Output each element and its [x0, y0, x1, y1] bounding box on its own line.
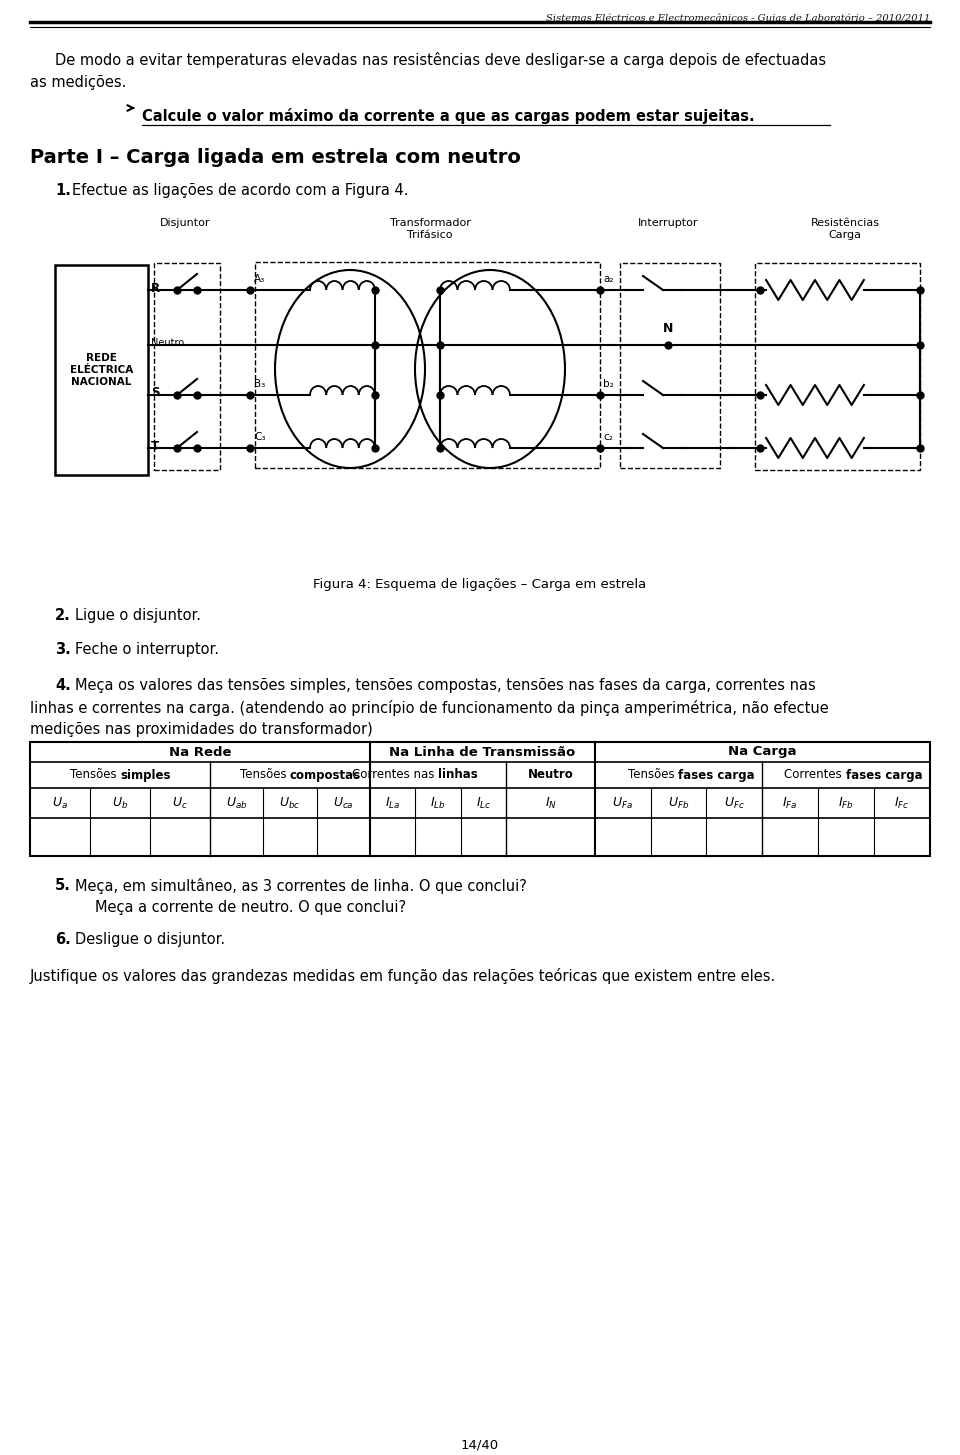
Text: $U_{ab}$: $U_{ab}$	[226, 796, 248, 810]
Text: B₃: B₃	[254, 378, 265, 388]
Text: $I_N$: $I_N$	[544, 796, 557, 810]
Text: simples: simples	[120, 768, 171, 781]
Text: $I_{Fc}$: $I_{Fc}$	[895, 796, 910, 810]
Text: $U_{Fa}$: $U_{Fa}$	[612, 796, 634, 810]
Text: 4.: 4.	[55, 678, 71, 693]
Text: fases carga: fases carga	[679, 768, 756, 781]
Bar	[755, 263, 920, 470]
Text: Correntes: Correntes	[784, 768, 846, 781]
Bar	[154, 263, 220, 470]
Text: 14/40: 14/40	[461, 1438, 499, 1451]
Text: Tensões: Tensões	[240, 768, 290, 781]
Text: Correntes nas: Correntes nas	[352, 768, 438, 781]
Text: A₃: A₃	[254, 274, 265, 284]
Text: N: N	[662, 322, 673, 335]
Text: $I_{Fb}$: $I_{Fb}$	[838, 796, 854, 810]
Text: Tensões: Tensões	[628, 768, 679, 781]
Text: Justifique os valores das grandezas medidas em função das relações teóricas que : Justifique os valores das grandezas medi…	[30, 968, 777, 984]
Text: Calcule o valor máximo da corrente a que as cargas podem estar sujeitas.: Calcule o valor máximo da corrente a que…	[142, 108, 755, 124]
Bar	[55, 265, 148, 474]
Text: Na Carga: Na Carga	[729, 745, 797, 758]
Text: Transformador
Trifásico: Transformador Trifásico	[390, 218, 470, 240]
Text: $I_{La}$: $I_{La}$	[385, 796, 400, 810]
Text: $U_{bc}$: $U_{bc}$	[279, 796, 300, 810]
Text: Disjuntor: Disjuntor	[159, 218, 210, 228]
Text: $I_{Lb}$: $I_{Lb}$	[430, 796, 445, 810]
Text: 5.: 5.	[55, 877, 71, 893]
Text: Na Rede: Na Rede	[169, 745, 231, 758]
Text: linhas: linhas	[438, 768, 478, 781]
Text: b₂: b₂	[603, 378, 613, 388]
Bar	[255, 262, 600, 469]
Text: fases carga: fases carga	[846, 768, 923, 781]
Text: Desligue o disjuntor.: Desligue o disjuntor.	[75, 933, 226, 947]
Text: 3.: 3.	[55, 642, 71, 658]
Text: c₂: c₂	[603, 432, 612, 442]
Text: Neutro: Neutro	[528, 768, 573, 781]
Text: Feche o interruptor.: Feche o interruptor.	[75, 642, 219, 658]
Text: De modo a evitar temperaturas elevadas nas resistências deve desligar-se a carga: De modo a evitar temperaturas elevadas n…	[55, 52, 827, 68]
Bar	[620, 263, 720, 469]
Text: $U_a$: $U_a$	[52, 796, 68, 810]
Text: R: R	[151, 281, 160, 294]
Text: Meça, em simultâneo, as 3 correntes de linha. O que conclui?: Meça, em simultâneo, as 3 correntes de l…	[75, 877, 527, 893]
Text: a₂: a₂	[603, 274, 613, 284]
Text: $U_{Fc}$: $U_{Fc}$	[724, 796, 745, 810]
Text: C₃: C₃	[254, 432, 266, 442]
Text: $U_{ca}$: $U_{ca}$	[333, 796, 353, 810]
Text: REDE
ELÉCTRICA
NACIONAL: REDE ELÉCTRICA NACIONAL	[70, 354, 133, 387]
Text: Meça a corrente de neutro. O que conclui?: Meça a corrente de neutro. O que conclui…	[95, 901, 406, 915]
Text: $U_{Fb}$: $U_{Fb}$	[668, 796, 689, 810]
Text: Figura 4: Esquema de ligações – Carga em estrela: Figura 4: Esquema de ligações – Carga em…	[313, 578, 647, 591]
Text: S: S	[151, 387, 159, 400]
Text: Resistências
Carga: Resistências Carga	[810, 218, 879, 240]
Text: Interruptor: Interruptor	[637, 218, 698, 228]
Text: 6.: 6.	[55, 933, 71, 947]
Text: as medições.: as medições.	[30, 76, 127, 90]
Text: $I_{Lc}$: $I_{Lc}$	[476, 796, 491, 810]
Text: T: T	[151, 439, 159, 453]
Text: Meça os valores das tensões simples, tensões compostas, tensões nas fases da car: Meça os valores das tensões simples, ten…	[75, 678, 816, 693]
Text: Na Linha de Transmissão: Na Linha de Transmissão	[390, 745, 576, 758]
Bar	[30, 742, 930, 856]
Text: Neutro: Neutro	[151, 338, 184, 348]
Text: $U_c$: $U_c$	[172, 796, 188, 810]
Text: Tensões: Tensões	[70, 768, 120, 781]
Text: $U_b$: $U_b$	[112, 796, 128, 810]
Text: 1.: 1.	[55, 183, 71, 198]
Text: $I_{Fa}$: $I_{Fa}$	[782, 796, 798, 810]
Text: medições nas proximidades do transformador): medições nas proximidades do transformad…	[30, 722, 372, 738]
Text: compostas: compostas	[290, 768, 361, 781]
Text: Parte I – Carga ligada em estrela com neutro: Parte I – Carga ligada em estrela com ne…	[30, 148, 521, 167]
Text: Ligue o disjuntor.: Ligue o disjuntor.	[75, 608, 201, 623]
Text: Sistemas Eléctricos e Electromecânicos - Guias de Laboratório – 2010/2011: Sistemas Eléctricos e Electromecânicos -…	[545, 15, 930, 23]
Text: Efectue as ligações de acordo com a Figura 4.: Efectue as ligações de acordo com a Figu…	[72, 183, 409, 198]
Text: 2.: 2.	[55, 608, 71, 623]
Text: linhas e correntes na carga. (atendendo ao princípio de funcionamento da pinça a: linhas e correntes na carga. (atendendo …	[30, 700, 828, 716]
